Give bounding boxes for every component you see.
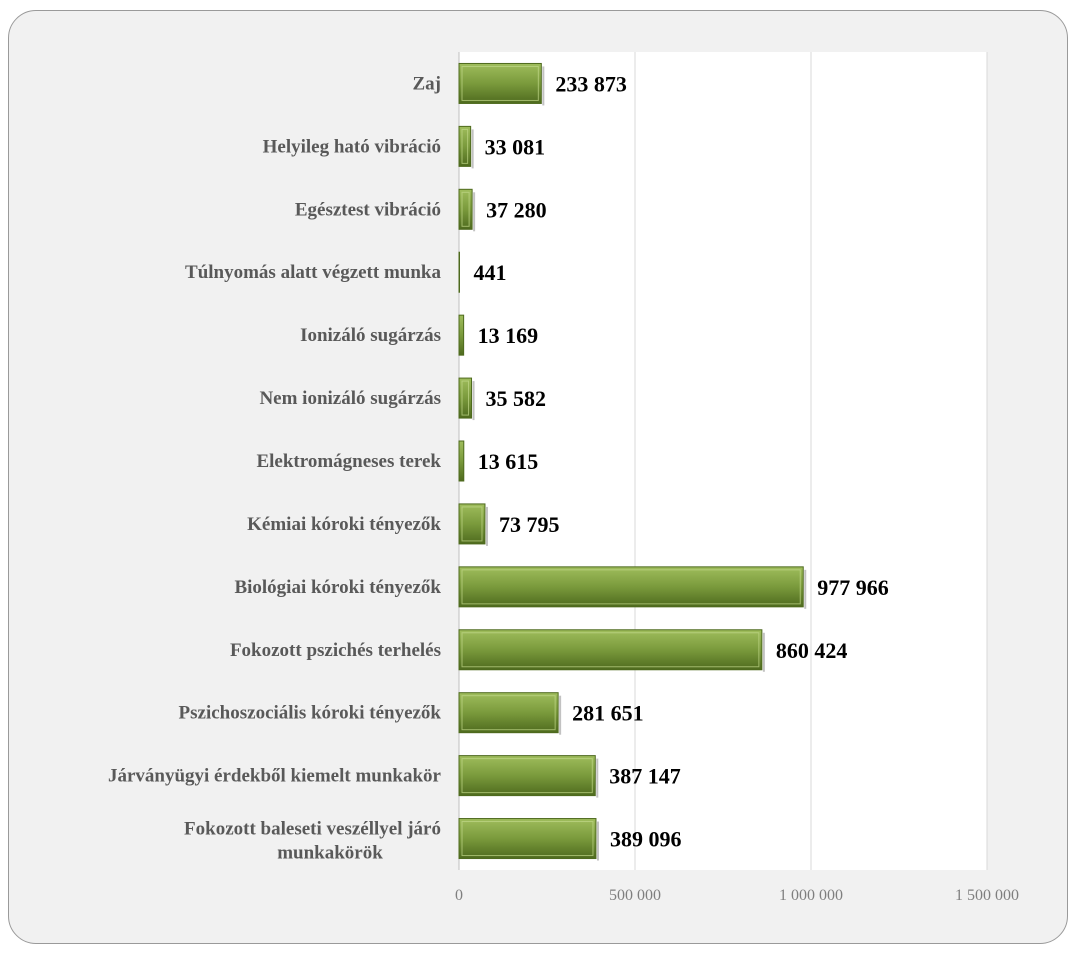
category-label: Járványügyi érdekből kiemelt munkakör xyxy=(108,766,442,787)
bar xyxy=(458,692,559,734)
category-label: Nem ionizáló sugárzás xyxy=(259,388,441,409)
bar xyxy=(458,125,472,167)
category-label: Kémiai kóroki tényezők xyxy=(247,514,441,535)
bar-bevel xyxy=(461,632,760,668)
x-tick-label: 500 000 xyxy=(609,887,661,904)
value-label: 977 966 xyxy=(817,575,889,600)
value-labels: 233 873 33 081 37 280 441 13 169 35 582 13 615… xyxy=(474,71,889,851)
category-label: Túlnyomás alatt végzett munka xyxy=(185,262,441,283)
value-label: 73 795 xyxy=(499,512,560,537)
value-label: 13 169 xyxy=(478,323,539,348)
bar-bevel xyxy=(461,569,801,605)
bar xyxy=(458,629,763,671)
x-axis-tick-labels: 0 500 000 1 000 000 1 500 000 xyxy=(455,887,1019,904)
bar xyxy=(458,251,460,293)
category-labels: Zaj Helyileg ható vibráció Egésztest vibrá… xyxy=(108,73,442,863)
x-tick-label: 0 xyxy=(455,887,463,904)
category-label: Ionizáló sugárzás xyxy=(300,325,441,346)
bars xyxy=(458,62,807,861)
category-label: Biológiai kóroki tényezők xyxy=(234,577,441,598)
bar-bevel xyxy=(461,128,469,164)
category-label: Zaj xyxy=(413,73,442,94)
bar-bevel xyxy=(461,380,470,416)
category-label: Fokozott baleseti veszéllyel járó munkakö… xyxy=(184,819,441,864)
bar-bevel xyxy=(461,758,593,794)
x-tick-label: 1 000 000 xyxy=(779,887,843,904)
value-label: 35 582 xyxy=(486,386,547,411)
bar-bevel xyxy=(461,506,483,542)
bar xyxy=(458,566,804,608)
bar xyxy=(458,755,596,797)
value-label: 389 096 xyxy=(610,827,682,852)
value-label: 860 424 xyxy=(776,638,848,663)
value-label: 387 147 xyxy=(609,764,681,789)
category-label: Elektromágneses terek xyxy=(256,451,441,472)
bar xyxy=(458,377,473,419)
bar xyxy=(458,818,597,860)
bar-bevel xyxy=(461,821,594,857)
value-label: 33 081 xyxy=(485,134,546,159)
value-label: 441 xyxy=(474,260,507,285)
plot-area xyxy=(459,52,987,870)
bar xyxy=(458,62,542,104)
category-label: Helyileg ható vibráció xyxy=(263,136,441,157)
value-label: 281 651 xyxy=(572,701,644,726)
bar xyxy=(458,503,486,545)
category-label: Pszichoszociális kóroki tényezők xyxy=(179,703,442,724)
value-label: 233 873 xyxy=(555,71,627,96)
category-label: Egésztest vibráció xyxy=(295,199,441,220)
bar-bevel xyxy=(461,695,556,731)
bar xyxy=(458,188,473,230)
bar-bevel xyxy=(461,191,470,227)
value-label: 13 615 xyxy=(478,449,539,474)
category-label: Fokozott pszichés terhelés xyxy=(230,640,441,661)
bar xyxy=(458,440,465,482)
x-tick-label: 1 500 000 xyxy=(955,887,1019,904)
bar-bevel xyxy=(461,65,539,101)
value-label: 37 280 xyxy=(486,197,547,222)
bar xyxy=(458,314,465,356)
